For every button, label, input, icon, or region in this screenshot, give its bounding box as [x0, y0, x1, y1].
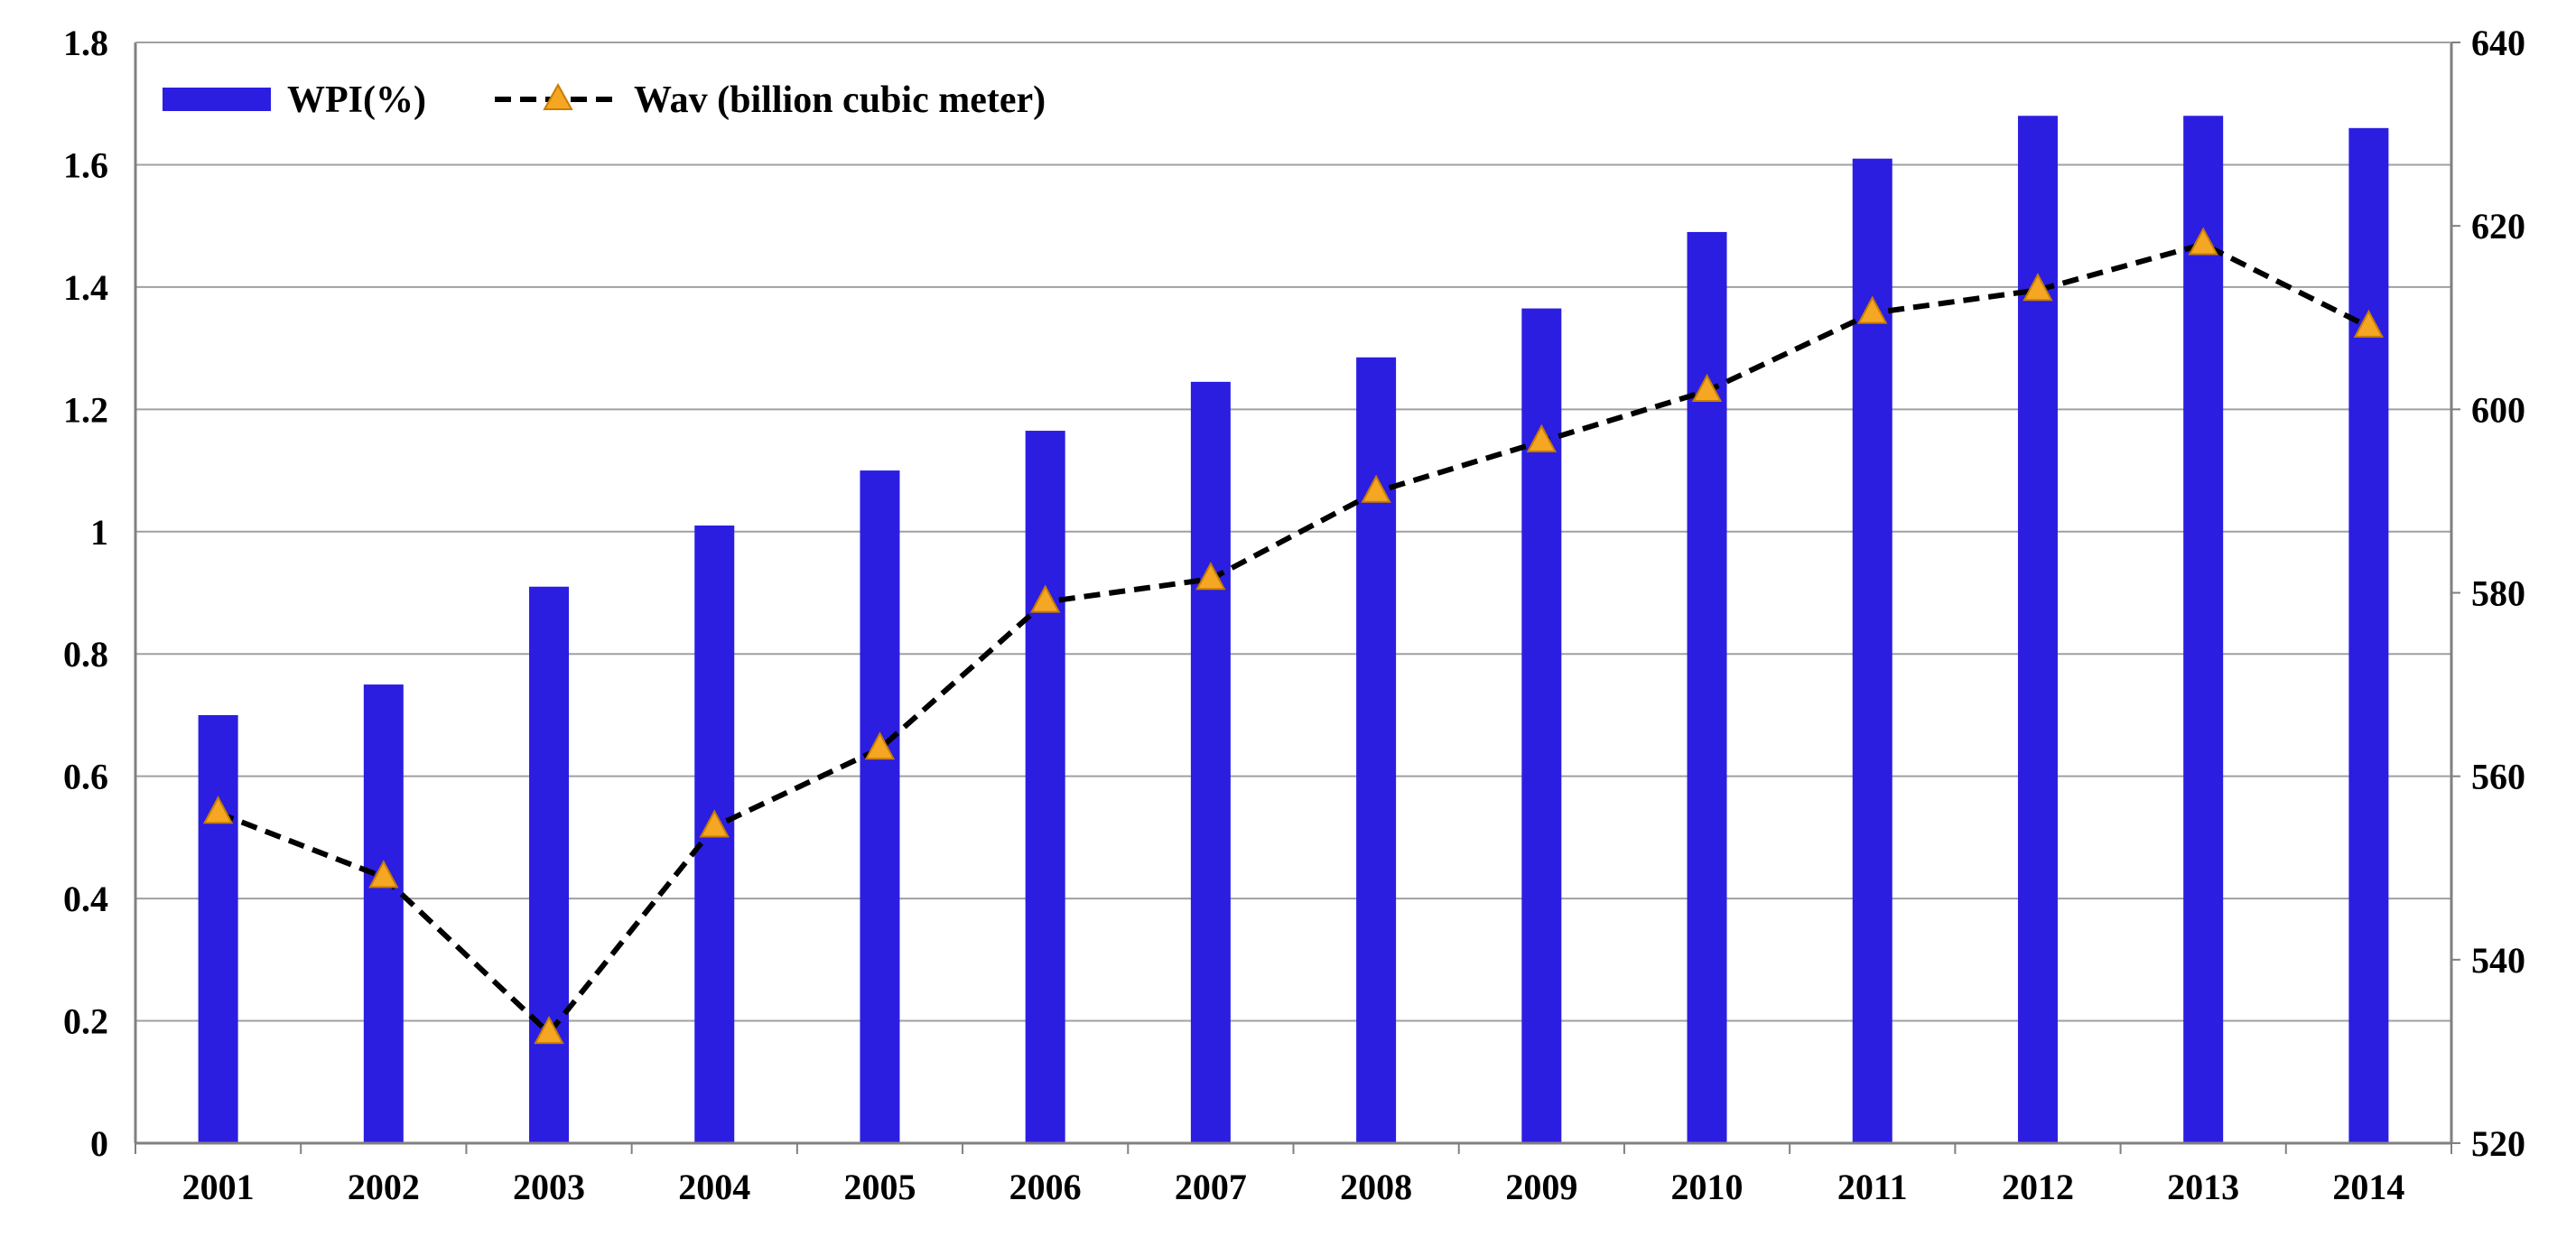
x-tick-label: 2005: [843, 1167, 916, 1207]
right-y-tick-label: 540: [2471, 940, 2525, 981]
marker-wav-2010: [1691, 373, 1723, 403]
wpi-bars: [198, 116, 2389, 1144]
left-y-tick-label: 0.6: [63, 757, 108, 797]
legend-label-wpi: WPI(%): [287, 79, 426, 121]
right-y-tick-label: 620: [2471, 206, 2525, 247]
x-tick-label: 2002: [348, 1167, 420, 1207]
bar-wpi-2006: [1025, 431, 1065, 1143]
marker-wav-2012: [2023, 273, 2053, 302]
gridlines: [135, 42, 2451, 1022]
marker-wav-2007: [1195, 562, 1226, 591]
legend-swatch-wpi: [163, 88, 271, 111]
marker-wav-2004: [699, 809, 730, 838]
x-tick-label: 2011: [1837, 1167, 1908, 1207]
legend-marker-wav: [543, 82, 573, 110]
marker-wav-2001: [202, 796, 234, 824]
marker-wav-2009: [1526, 423, 1557, 452]
bar-wpi-2013: [2183, 116, 2224, 1144]
marker-wav-2002: [368, 860, 399, 889]
marker-wav-2008: [1361, 474, 1391, 503]
x-tick-label: 2004: [678, 1167, 750, 1207]
left-y-tick-label: 1: [90, 512, 108, 553]
bar-wpi-2014: [2348, 127, 2389, 1143]
left-y-tick-label: 1.8: [63, 23, 108, 63]
left-y-tick-label: 0: [90, 1123, 108, 1164]
marker-wav-2011: [1857, 295, 1888, 324]
right-y-tick-label: 580: [2471, 573, 2525, 614]
bar-wpi-2010: [1687, 231, 1727, 1143]
bar-wpi-2003: [529, 586, 570, 1143]
left-y-tick-label: 1.6: [63, 144, 108, 185]
x-tick-label: 2012: [2002, 1167, 2074, 1207]
right-y-tick-label: 600: [2471, 389, 2525, 430]
x-tick-label: 2001: [182, 1167, 255, 1207]
left-y-tick-label: 0.4: [63, 879, 108, 919]
marker-wav-2006: [1030, 584, 1061, 613]
x-tick-label: 2010: [1671, 1167, 1744, 1207]
right-y-tick-label: 560: [2471, 757, 2525, 797]
legend: WPI(%) Wav (billion cubic meter): [163, 79, 1046, 121]
x-tick-label: 2003: [513, 1167, 585, 1207]
left-y-tick-label: 0.2: [63, 1001, 108, 1042]
left-y-tick-label: 1.2: [63, 389, 108, 430]
marker-wav-2013: [2188, 227, 2218, 256]
bar-wpi-2002: [363, 684, 404, 1143]
x-tick-label: 2007: [1175, 1167, 1247, 1207]
bar-wpi-2005: [860, 470, 900, 1143]
right-y-tick-label: 520: [2471, 1123, 2525, 1164]
axes: 0 0.2 0.4 0.6 0.8 1 1.2 1.4 1.6 1.8 520 540 560 580 60…: [63, 23, 2525, 1207]
bar-wpi-2001: [198, 714, 238, 1143]
left-y-tick-label: 0.8: [63, 634, 108, 675]
bar-wpi-2012: [2017, 116, 2058, 1144]
bar-wpi-2007: [1190, 381, 1231, 1143]
legend-label-wav: Wav (billion cubic meter): [634, 79, 1046, 121]
x-tick-label: 2013: [2167, 1167, 2239, 1207]
x-tick-label: 2008: [1340, 1167, 1412, 1207]
marker-wav-2005: [864, 731, 896, 760]
wav-line: [202, 227, 2385, 1045]
x-tick-label: 2009: [1505, 1167, 1577, 1207]
right-y-tick-label: 640: [2471, 23, 2525, 63]
marker-wav-2014: [2353, 309, 2385, 338]
left-y-tick-label: 1.4: [63, 267, 108, 308]
x-tick-label: 2006: [1009, 1167, 1082, 1207]
marker-wav-2003: [534, 1015, 564, 1045]
x-tick-label: 2014: [2332, 1167, 2404, 1207]
